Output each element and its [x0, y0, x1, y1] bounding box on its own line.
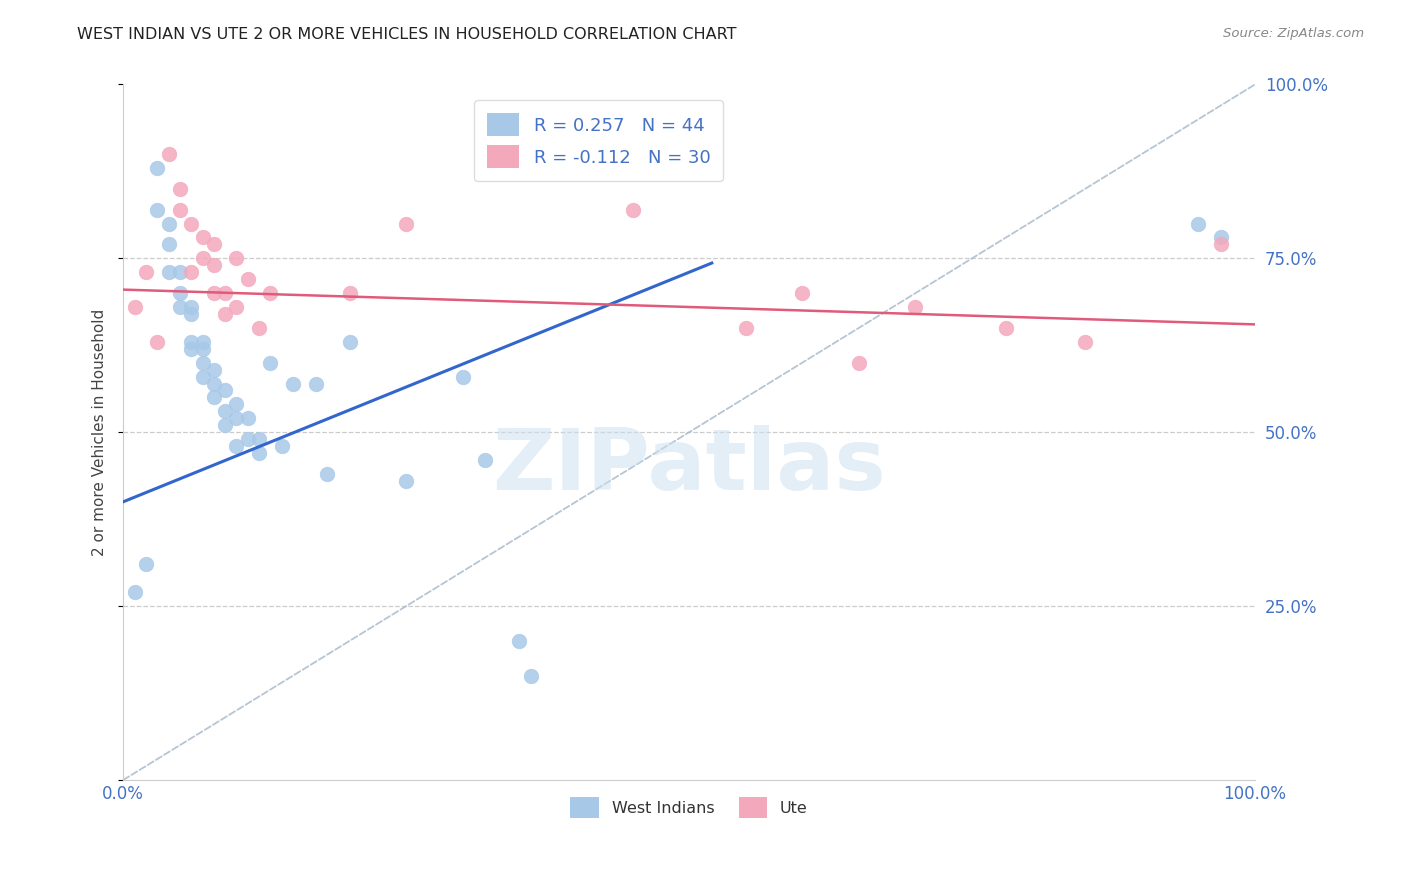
Text: ZIPatlas: ZIPatlas: [492, 425, 886, 508]
Point: [395, 217, 418, 231]
Point: [191, 230, 214, 244]
Point: [191, 356, 214, 370]
Point: [191, 252, 214, 266]
Point: [247, 432, 270, 446]
Legend: West Indians, Ute: West Indians, Ute: [564, 791, 814, 824]
Point: [202, 376, 225, 391]
Point: [157, 147, 180, 161]
Point: [225, 252, 247, 266]
Point: [169, 300, 191, 314]
Point: [135, 265, 157, 279]
Point: [135, 558, 157, 572]
Point: [259, 356, 281, 370]
Point: [904, 300, 927, 314]
Point: [214, 404, 236, 418]
Point: [157, 237, 180, 252]
Point: [169, 265, 191, 279]
Point: [202, 286, 225, 301]
Point: [146, 334, 169, 349]
Point: [214, 418, 236, 433]
Point: [1209, 230, 1232, 244]
Point: [247, 446, 270, 460]
Point: [339, 334, 361, 349]
Point: [180, 342, 202, 356]
Text: Source: ZipAtlas.com: Source: ZipAtlas.com: [1223, 27, 1364, 40]
Point: [214, 384, 236, 398]
Point: [734, 321, 756, 335]
Point: [281, 376, 304, 391]
Point: [225, 397, 247, 411]
Point: [214, 307, 236, 321]
Point: [191, 342, 214, 356]
Point: [451, 369, 474, 384]
Point: [180, 217, 202, 231]
Point: [236, 411, 259, 425]
Point: [180, 300, 202, 314]
Point: [792, 286, 814, 301]
Point: [169, 202, 191, 217]
Point: [519, 668, 541, 682]
Point: [124, 300, 146, 314]
Point: [474, 453, 496, 467]
Text: WEST INDIAN VS UTE 2 OR MORE VEHICLES IN HOUSEHOLD CORRELATION CHART: WEST INDIAN VS UTE 2 OR MORE VEHICLES IN…: [77, 27, 737, 42]
Point: [247, 321, 270, 335]
Point: [180, 334, 202, 349]
Point: [180, 265, 202, 279]
Point: [305, 376, 328, 391]
Point: [191, 334, 214, 349]
Point: [270, 439, 292, 453]
Point: [124, 585, 146, 599]
Point: [202, 391, 225, 405]
Point: [1187, 217, 1209, 231]
Point: [180, 307, 202, 321]
Point: [236, 272, 259, 286]
Point: [339, 286, 361, 301]
Point: [621, 202, 644, 217]
Point: [202, 237, 225, 252]
Point: [225, 439, 247, 453]
Point: [191, 369, 214, 384]
Point: [316, 467, 339, 481]
Point: [169, 182, 191, 196]
Point: [225, 300, 247, 314]
Y-axis label: 2 or more Vehicles in Household: 2 or more Vehicles in Household: [93, 309, 107, 556]
Point: [225, 411, 247, 425]
Point: [259, 286, 281, 301]
Point: [236, 432, 259, 446]
Point: [1209, 237, 1232, 252]
Point: [157, 265, 180, 279]
Point: [169, 286, 191, 301]
Point: [157, 217, 180, 231]
Point: [995, 321, 1018, 335]
Point: [202, 362, 225, 376]
Point: [1074, 334, 1097, 349]
Point: [395, 474, 418, 488]
Point: [508, 633, 530, 648]
Point: [146, 202, 169, 217]
Point: [214, 286, 236, 301]
Point: [848, 356, 870, 370]
Point: [202, 258, 225, 272]
Point: [146, 161, 169, 175]
